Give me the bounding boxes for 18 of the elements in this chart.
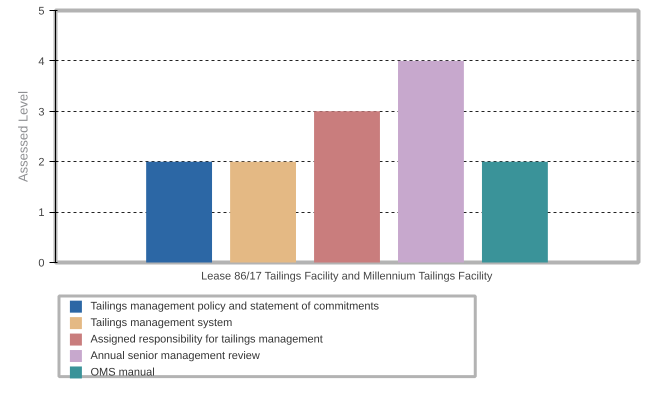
bar bbox=[230, 162, 296, 262]
y-axis-title: Assessed Level bbox=[15, 90, 30, 182]
legend-label: Assigned responsibility for tailings management bbox=[90, 334, 323, 346]
bar bbox=[146, 162, 212, 262]
bar bbox=[398, 60, 464, 262]
y-tick-label: 4 bbox=[38, 56, 45, 68]
y-tick-label: 3 bbox=[38, 106, 45, 118]
legend-label: Annual senior management review bbox=[90, 350, 260, 362]
legend-label: Tailings management system bbox=[90, 317, 232, 330]
y-tick-label: 1 bbox=[38, 207, 45, 220]
y-tick-label: 2 bbox=[38, 156, 45, 169]
legend-label: OMS manual bbox=[90, 366, 155, 378]
x-axis-title: Lease 86/17 Tailings Facility and Millennium Tailings Facility bbox=[201, 270, 493, 282]
y-tick-label: 0 bbox=[38, 258, 45, 270]
bar bbox=[314, 111, 380, 262]
bar bbox=[482, 162, 548, 262]
y-tick-label: 5 bbox=[38, 6, 45, 18]
legend-label: Tailings management policy and statement of commitments bbox=[90, 300, 380, 313]
